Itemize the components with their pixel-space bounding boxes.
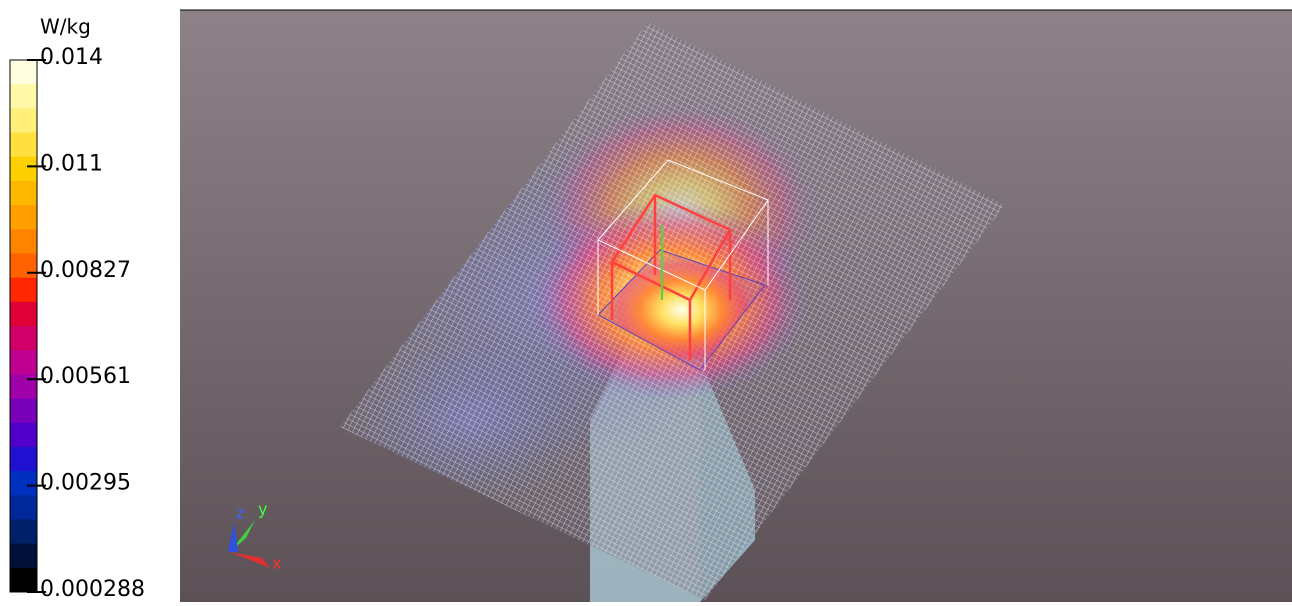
colorbar-swatch [10,495,37,520]
colorbar-swatch [10,471,37,496]
colorbar-swatch [10,156,37,182]
colorbar-label: 0.00295 [40,471,131,496]
colorbar-swatch [10,277,37,303]
colorbar-swatch [10,350,37,375]
colorbar-unit: W/kg [40,15,91,39]
colorbar-swatch [10,326,37,351]
colorbar-swatch [10,229,37,254]
colorbar-swatch [10,446,37,472]
colorbar-swatch [10,567,37,593]
x-label: x [272,554,281,573]
y-label: y [258,500,267,519]
colorbar-frame [9,59,38,593]
colorbar-label: 0.000288 [40,577,145,602]
colorbar-swatch [10,398,37,424]
colorbar-swatch [10,205,37,230]
colorbar-swatch [10,301,37,327]
colorbar-swatch [10,108,37,134]
colorbar-swatch [10,180,37,206]
colorbar-swatch [10,519,37,545]
z-arrow [228,522,238,552]
colorbar-swatch [10,60,37,85]
colorbar-label: 0.014 [40,45,103,70]
colorbar-swatch [10,543,37,569]
colorbar-label: 0.00561 [40,364,131,389]
colorbar-label: 0.00827 [40,258,131,283]
colorbar-swatch [10,84,37,109]
device-frame [610,193,732,360]
colorbar: W/kg 0.014 0.011 0.00827 0.00561 0.00295 0.00… [9,15,145,602]
colorbar-swatch [10,253,37,279]
device-box [597,159,769,370]
colorbar-swatch [10,422,37,448]
colorbar-label: 0.011 [40,151,103,176]
colorbar-swatch [10,132,37,158]
colorbar-swatch [10,374,37,400]
axis-triad: z y x [228,500,281,573]
x-arrow [230,552,270,568]
z-label: z [236,504,244,523]
